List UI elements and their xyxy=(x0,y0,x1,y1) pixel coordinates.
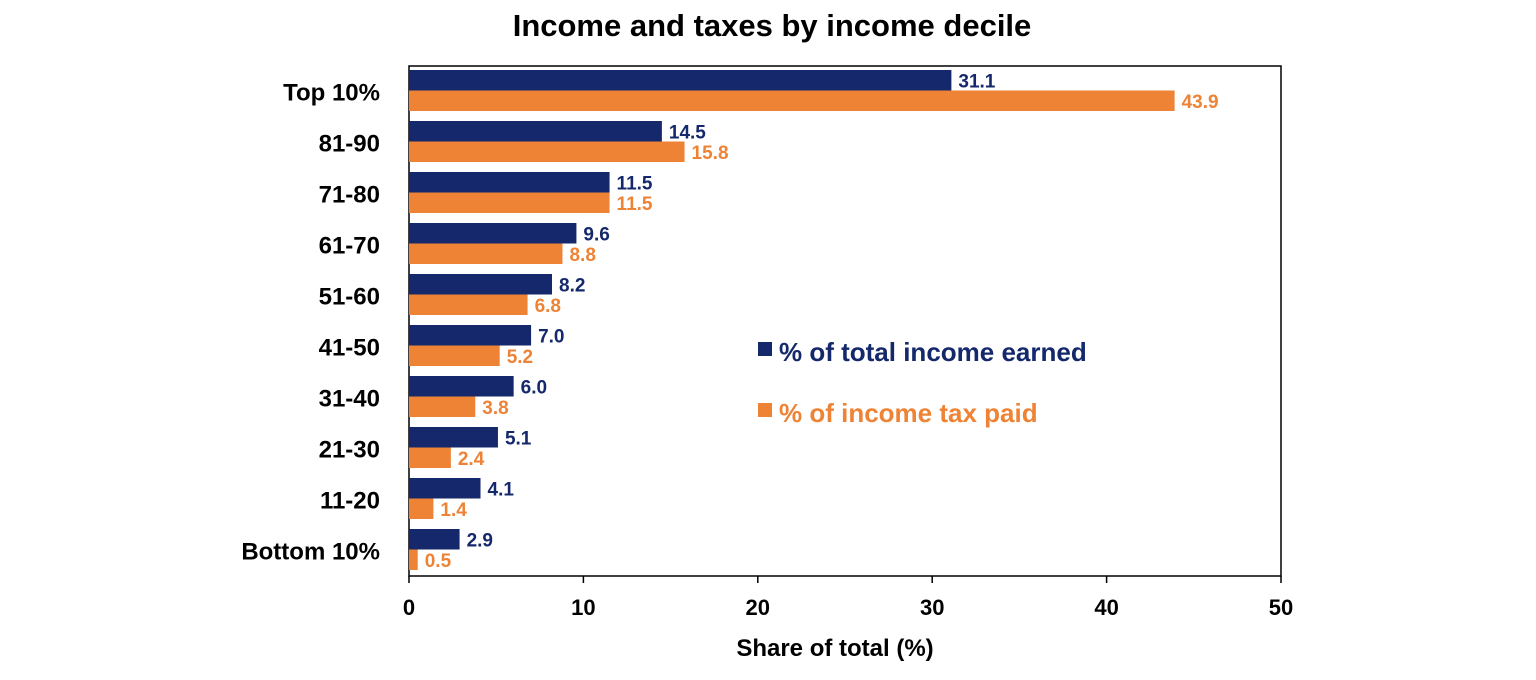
income-tax-paid-data-label: 2.4 xyxy=(458,449,485,470)
income-tax-paid-bar xyxy=(409,396,476,417)
legend-swatch-income-earned xyxy=(758,342,772,356)
x-tick-label: 30 xyxy=(920,595,944,620)
category-label: 81-90 xyxy=(319,131,380,158)
income-earned-bar xyxy=(409,172,610,193)
x-tick-label: 20 xyxy=(746,595,770,620)
legend-label-income-earned: % of total income earned xyxy=(779,337,1087,367)
income-tax-paid-data-label: 43.9 xyxy=(1182,92,1219,113)
plot-frame xyxy=(408,65,1282,577)
income-earned-bar xyxy=(409,223,577,244)
income-tax-paid-data-label: 0.5 xyxy=(425,551,452,572)
income-tax-paid-bar xyxy=(409,294,528,315)
category-label: Bottom 10% xyxy=(241,539,380,566)
income-tax-paid-bar xyxy=(409,243,563,264)
income-earned-bar xyxy=(409,121,662,142)
income-tax-paid-bar xyxy=(409,141,685,162)
income-tax-paid-bar xyxy=(409,345,500,366)
income-earned-data-label: 6.0 xyxy=(521,378,547,399)
income-tax-paid-bar xyxy=(409,498,434,519)
income-tax-paid-data-label: 6.8 xyxy=(535,296,561,317)
category-label: 41-50 xyxy=(319,335,380,362)
income-earned-bar xyxy=(409,427,498,448)
income-tax-paid-bar xyxy=(409,447,451,468)
legend-label-income-tax-paid: % of income tax paid xyxy=(779,398,1038,428)
category-labels-group: Top 10% 81-90 71-80 61-70 51-60 41-50 31-40 21-… xyxy=(241,80,380,566)
income-earned-data-label: 9.6 xyxy=(583,225,609,246)
category-label: 21-30 xyxy=(319,437,380,464)
income-tax-paid-data-label: 1.4 xyxy=(440,500,467,521)
income-tax-paid-data-label: 8.8 xyxy=(569,245,595,266)
income-tax-paid-data-label: 5.2 xyxy=(507,347,533,368)
income-earned-data-label: 31.1 xyxy=(958,72,995,93)
category-label: 71-80 xyxy=(319,182,380,209)
income-tax-paid-data-label: 3.8 xyxy=(482,398,508,419)
income-earned-data-label: 4.1 xyxy=(488,480,515,501)
legend-swatch-income-tax-paid xyxy=(758,403,772,417)
chart-title: Income and taxes by income decile xyxy=(513,8,1032,43)
x-ticks-group: 0 10 20 30 40 50 xyxy=(403,576,1293,620)
income-earned-data-label: 14.5 xyxy=(669,123,706,144)
income-earned-bar xyxy=(409,325,532,346)
x-tick-label: 10 xyxy=(571,595,595,620)
income-earned-data-label: 2.9 xyxy=(467,531,493,552)
income-earned-bar xyxy=(409,478,481,499)
income-earned-bar xyxy=(409,529,460,550)
income-earned-data-label: 7.0 xyxy=(538,327,564,348)
income-tax-paid-bar xyxy=(409,549,418,570)
category-label: 31-40 xyxy=(319,386,380,413)
income-tax-paid-data-label: 11.5 xyxy=(617,194,653,215)
category-label: 61-70 xyxy=(319,233,380,260)
x-axis-title: Share of total (%) xyxy=(736,635,933,662)
income-earned-bar xyxy=(409,274,553,295)
income-earned-bar xyxy=(409,70,952,91)
x-tick-label: 40 xyxy=(1094,595,1118,620)
data-labels-group: 31.143.914.515.811.511.59.68.88.26.87.05… xyxy=(425,72,1219,573)
income-earned-data-label: 11.5 xyxy=(617,174,653,195)
legend: % of total income earned % of income tax … xyxy=(758,337,1087,428)
category-label: 11-20 xyxy=(320,488,380,515)
income-earned-bar xyxy=(409,376,514,397)
income-earned-data-label: 5.1 xyxy=(505,429,532,450)
x-tick-label: 0 xyxy=(403,595,415,620)
income-tax-paid-bar xyxy=(409,192,610,213)
income-earned-data-label: 8.2 xyxy=(559,276,585,297)
category-label: Top 10% xyxy=(283,80,380,107)
category-label: 51-60 xyxy=(319,284,380,311)
income-tax-paid-bar xyxy=(409,90,1175,111)
x-tick-label: 50 xyxy=(1269,595,1293,620)
bars-group xyxy=(409,70,1175,570)
income-tax-paid-data-label: 15.8 xyxy=(692,143,729,164)
